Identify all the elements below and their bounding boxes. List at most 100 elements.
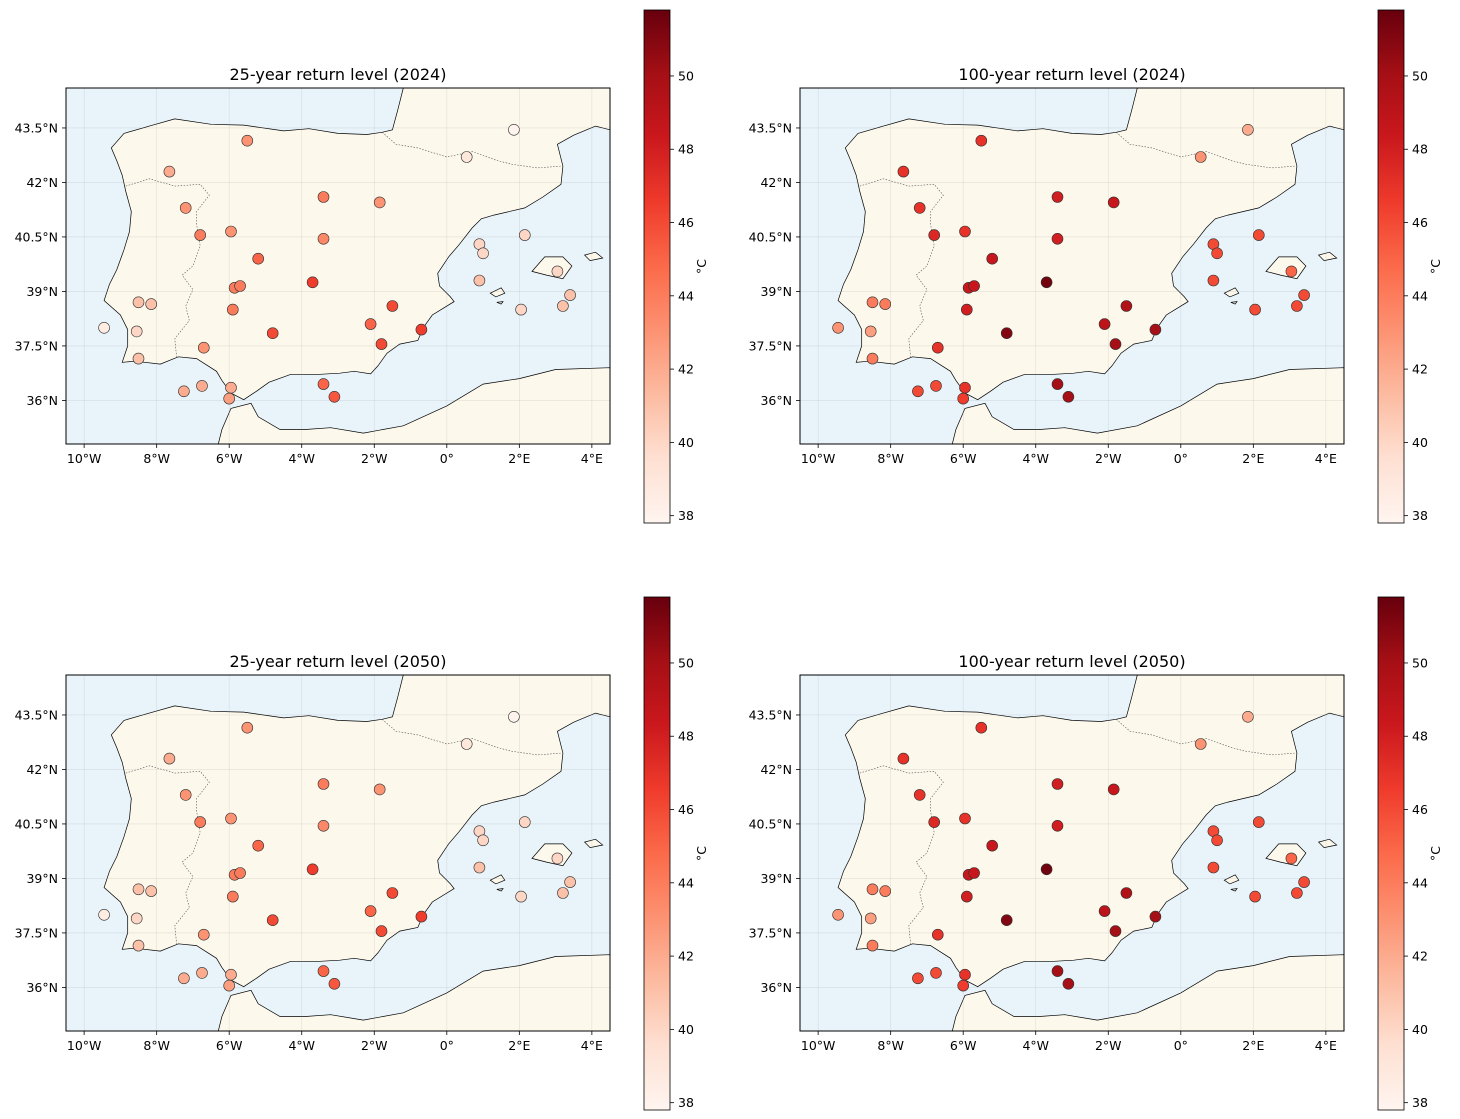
x-tick-label: 4°W: [288, 1038, 315, 1053]
x-tick-label: 2°E: [508, 451, 530, 466]
colorbar-tick-label: 48: [678, 729, 694, 744]
station-marker: [1120, 887, 1133, 899]
island: [583, 251, 604, 261]
island: [489, 874, 506, 885]
station-marker: [225, 381, 237, 394]
station-marker: [1107, 196, 1120, 209]
station-marker: [1207, 861, 1220, 874]
colorbar-label: °C: [694, 259, 709, 274]
station-marker: [515, 890, 527, 903]
colorbar-tick-label: 50: [678, 655, 694, 670]
station-marker: [864, 912, 877, 925]
station-marker: [912, 972, 924, 985]
station-marker: [1051, 233, 1064, 245]
y-tick-label: 42°N: [760, 175, 792, 190]
station-marker: [1149, 910, 1162, 923]
station-marker: [1098, 905, 1111, 917]
y-tick-label: 37.5°N: [15, 338, 58, 353]
colorbar-tick-label: 46: [678, 802, 694, 817]
panel-title: 25-year return level (2050): [230, 652, 447, 671]
station-marker: [1291, 300, 1303, 312]
station-marker: [194, 816, 206, 828]
station-marker: [163, 752, 176, 765]
x-tick-label: 2°W: [361, 1038, 388, 1053]
station-marker: [225, 225, 237, 238]
colorbar-tick-label: 42: [678, 949, 694, 964]
colorbar-tick-label: 38: [1412, 1095, 1428, 1110]
colorbar-tick-label: 48: [1412, 729, 1428, 744]
island: [1317, 838, 1338, 848]
y-tick-label: 36°N: [26, 393, 58, 408]
x-tick-label: 4°W: [288, 451, 315, 466]
y-tick-label: 42°N: [26, 175, 58, 190]
colorbar: 38 40 42 44 46 48 50 °C: [643, 596, 709, 1111]
station-marker: [1207, 274, 1220, 287]
station-marker: [1211, 834, 1223, 847]
map-frame: [799, 674, 1345, 1032]
colorbar-tick-label: 42: [678, 362, 694, 377]
station-marker: [145, 298, 157, 310]
station-marker: [928, 816, 941, 828]
x-tick-label: 10°W: [801, 451, 836, 466]
station-marker: [386, 300, 399, 312]
island: [1223, 287, 1240, 298]
island: [583, 838, 604, 848]
station-marker: [1109, 338, 1122, 350]
station-marker: [959, 968, 971, 981]
station-marker: [557, 887, 569, 899]
station-marker: [986, 252, 999, 265]
x-tick-label: 4°E: [581, 451, 603, 466]
station-marker: [241, 134, 254, 147]
colorbar: 38 40 42 44 46 48 50 °C: [1377, 9, 1443, 524]
map-panel: 100-year return level (2024) 10°W 8°W 6°W 4°…: [749, 9, 1443, 524]
station-marker: [928, 229, 941, 241]
station-marker: [959, 381, 971, 394]
station-marker: [252, 839, 265, 852]
station-marker: [1120, 300, 1133, 312]
map-area: [66, 675, 610, 1031]
station-marker: [179, 789, 192, 801]
station-marker: [364, 905, 377, 917]
colorbar-tick-label: 50: [678, 68, 694, 83]
station-marker: [375, 925, 388, 937]
station-marker: [1051, 965, 1064, 977]
colorbar: 38 40 42 44 46 48 50 °C: [643, 9, 709, 524]
station-marker: [317, 233, 330, 245]
colorbar-label: °C: [1428, 259, 1443, 274]
station-marker: [551, 852, 564, 865]
panel-title: 100-year return level (2050): [958, 652, 1185, 671]
x-tick-label: 4°E: [1315, 1038, 1337, 1053]
station-marker: [266, 327, 279, 340]
colorbar-tick-label: 48: [1412, 142, 1428, 157]
station-marker: [386, 887, 399, 899]
station-marker: [132, 939, 145, 952]
colorbar-gradient: [643, 596, 671, 1111]
colorbar-tick-label: 46: [1412, 215, 1428, 230]
station-marker: [1062, 390, 1075, 403]
station-marker: [1285, 852, 1298, 865]
colorbar-tick-label: 44: [678, 875, 694, 890]
station-marker: [317, 778, 330, 790]
border-line: [1116, 132, 1296, 169]
island: [1230, 301, 1238, 305]
station-marker: [930, 967, 942, 979]
station-marker: [564, 289, 576, 301]
station-marker: [132, 296, 145, 309]
station-marker: [913, 202, 926, 214]
x-tick-label: 6°W: [216, 1038, 243, 1053]
map-area: [800, 675, 1344, 1031]
station-marker: [959, 225, 971, 238]
y-tick-label: 43.5°N: [749, 707, 792, 722]
y-tick-label: 43.5°N: [15, 707, 58, 722]
station-marker: [1000, 914, 1013, 927]
station-marker: [317, 378, 330, 390]
station-marker: [415, 323, 428, 336]
x-tick-label: 6°W: [950, 451, 977, 466]
station-marker: [1040, 276, 1053, 289]
colorbar-tick-label: 38: [678, 508, 694, 523]
y-tick-label: 37.5°N: [15, 925, 58, 940]
island: [1223, 874, 1240, 885]
x-tick-label: 8°W: [143, 1038, 170, 1053]
station-marker: [364, 318, 377, 330]
station-marker: [1107, 783, 1120, 796]
